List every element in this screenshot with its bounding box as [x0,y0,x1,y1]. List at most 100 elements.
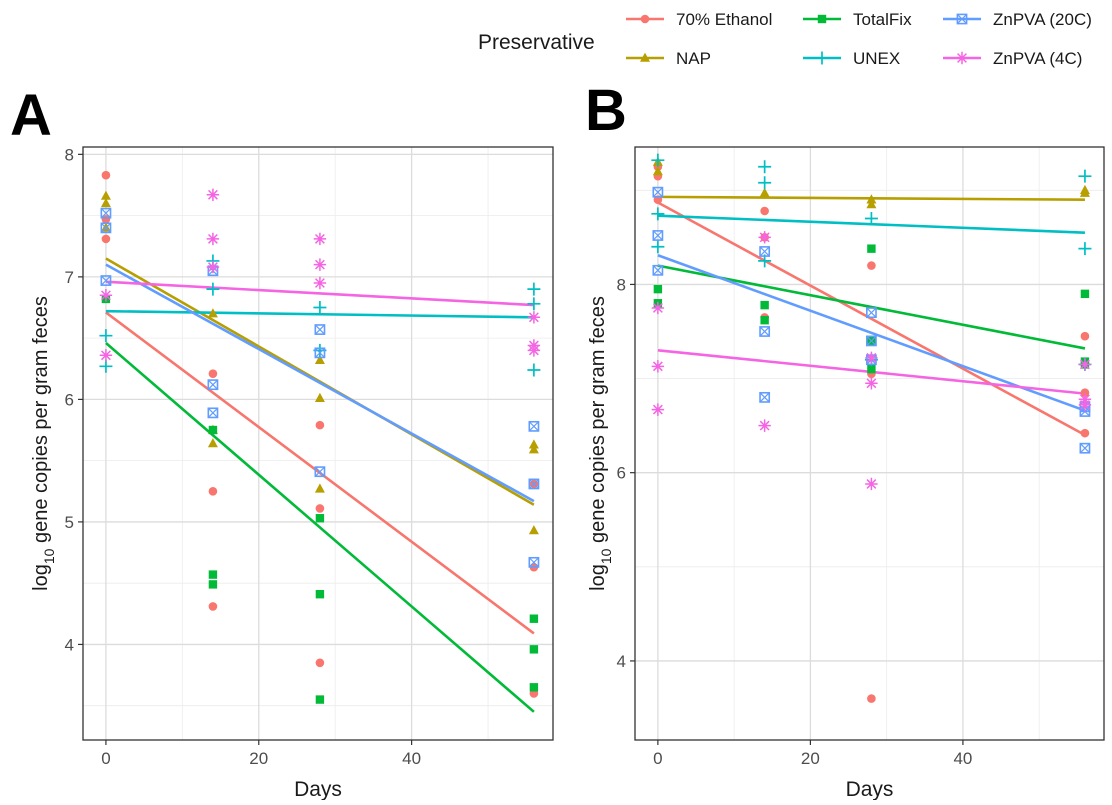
point-nap [866,199,877,209]
point-70-ethanol [101,170,111,180]
point-unex [864,212,878,226]
point-nap [528,525,539,535]
x-axis-label: Days [294,778,342,800]
point-znpva-20c [866,307,877,319]
point-nap [207,308,218,318]
legend-item-znpva-20c: ZnPVA (20C) [943,10,1092,29]
point-totalfix [529,614,539,623]
point-znpva-4c [865,377,878,390]
point-znpva-20c [759,391,771,403]
point-znpva-20c [1079,442,1091,454]
panel-b: B 0 20 40 4 6 8 Days log10 gene copies per gram … [585,78,1105,801]
trend-line-totalfix [657,264,1086,350]
y-axis-label: log10 gene copies per gram feces [30,296,57,591]
point-nap [314,483,325,493]
point-unex [651,153,665,167]
point-unex [1078,242,1092,256]
point-znpva-4c [206,260,220,274]
point-znpva-4c [313,258,327,271]
point-znpva-4c [758,231,771,244]
trend-lines [105,257,535,713]
x-tick-label: 0 [101,749,110,768]
trend-line-70-ethanol [657,201,1086,437]
plot-background [83,147,553,740]
point-70-ethanol [1080,428,1090,438]
point-znpva-4c [313,232,327,246]
point-unex [651,207,665,221]
y-tick-label: 8 [65,145,74,164]
point-znpva-20c [866,335,877,347]
trend-line-znpva-20c [657,254,1086,412]
legend-item-znpva-4c: ZnPVA (4C) [943,49,1082,68]
plot-border [634,146,1105,741]
point-70-ethanol [208,602,218,611]
point-totalfix [315,590,325,599]
legend-item-totalfix: TotalFix [803,10,912,29]
legend-label: TotalFix [853,10,912,29]
x-tick-label: 40 [953,749,972,768]
point-nap [100,190,111,200]
trend-line-znpva-20c [105,263,535,503]
legend-label: ZnPVA (4C) [993,49,1082,68]
point-70-ethanol [208,369,218,378]
point-znpva-4c [758,419,771,432]
point-totalfix [315,514,325,523]
point-nap [207,438,218,448]
x-tick-label: 0 [653,749,662,768]
point-znpva-4c [527,311,541,324]
panel-tag-b: B [585,78,627,143]
point-znpva-4c [99,289,113,302]
point-znpva-20c [314,347,326,359]
point-znpva-20c [652,264,664,276]
y-tick-label: 6 [617,464,626,483]
point-70-ethanol [315,420,325,430]
point-unex [313,301,327,315]
legend-key-marker [815,51,829,65]
point-totalfix [529,645,539,654]
point-nap [1079,187,1090,197]
y-tick-label: 4 [617,652,626,671]
x-tick-label: 40 [402,749,421,768]
point-znpva-20c [528,556,540,568]
legend-item-unex: UNEX [803,49,900,68]
legend-key-marker [956,13,968,25]
legend-item-70-ethanol: 70% Ethanol [626,10,772,29]
point-znpva-20c [207,407,219,419]
point-totalfix [208,580,218,589]
point-znpva-20c [652,186,664,198]
point-znpva-4c [1078,358,1092,371]
point-unex [527,297,541,311]
point-70-ethanol [1080,331,1090,341]
point-totalfix [867,364,876,374]
point-70-ethanol [315,658,325,668]
legend-label: UNEX [853,49,900,68]
plot-background [635,147,1104,740]
legend-key-marker [817,14,827,24]
point-znpva-20c [528,478,540,490]
point-nap [100,197,111,208]
gridlines [635,147,1104,740]
point-znpva-4c [1078,398,1092,412]
point-znpva-20c [207,379,219,391]
point-nap [759,187,770,197]
y-tick-label: 7 [65,268,74,287]
point-totalfix [760,315,769,325]
point-70-ethanol [760,206,769,216]
point-totalfix [315,695,325,704]
point-znpva-20c [652,230,664,241]
point-totalfix [867,244,876,253]
point-znpva-20c [759,326,771,337]
point-znpva-4c [651,301,665,315]
point-70-ethanol [208,486,218,496]
point-totalfix [208,425,218,435]
point-znpva-4c [651,360,665,373]
x-axis-label: Days [846,778,894,800]
point-znpva-20c [759,246,771,257]
point-70-ethanol [867,694,876,703]
point-znpva-4c [865,477,878,491]
legend-label: 70% Ethanol [676,10,772,29]
point-unex [1078,169,1092,183]
x-tick-label: 20 [249,749,268,768]
